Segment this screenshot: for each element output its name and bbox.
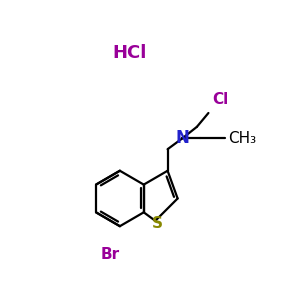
- Text: Br: Br: [100, 247, 119, 262]
- Text: Cl: Cl: [212, 92, 229, 107]
- Text: S: S: [152, 216, 163, 231]
- Text: N: N: [175, 129, 189, 147]
- Text: HCl: HCl: [112, 44, 146, 62]
- Text: CH₃: CH₃: [228, 131, 256, 146]
